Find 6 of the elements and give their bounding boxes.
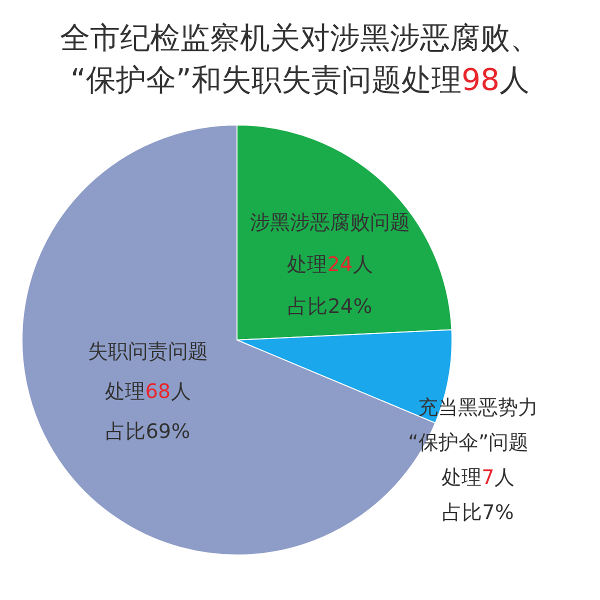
chart-title: 全市纪检监察机关对涉黑涉恶腐败、“保护伞”和失职失责问题处理98人 bbox=[60, 21, 540, 98]
text: 处理24人占比24% bbox=[287, 252, 373, 318]
text: 处理68人占比69% bbox=[105, 379, 191, 443]
data-label: 处理7人占比7% bbox=[442, 465, 514, 524]
slice-label: 涉黑涉恶腐败问题 bbox=[250, 210, 410, 234]
slice-label: 失职问责问题 bbox=[88, 339, 208, 363]
